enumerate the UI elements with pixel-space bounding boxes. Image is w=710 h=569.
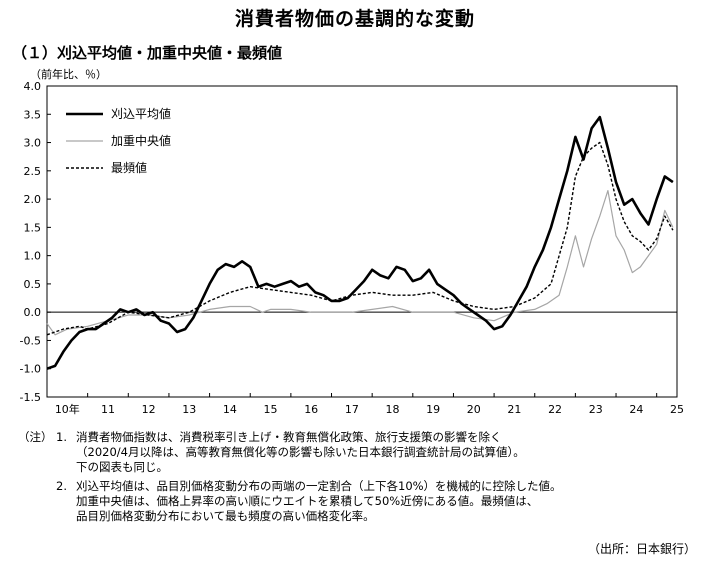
x-tick-label: 18 bbox=[385, 403, 399, 416]
y-tick-label: 0.5 bbox=[24, 278, 42, 291]
y-tick-label: 2.0 bbox=[24, 193, 42, 206]
x-tick-label: 23 bbox=[589, 403, 603, 416]
x-tick-label: 24 bbox=[629, 403, 643, 416]
x-tick-label: 11 bbox=[101, 403, 115, 416]
x-tick-label: 17 bbox=[345, 403, 359, 416]
x-tick-label: 25 bbox=[670, 403, 684, 416]
series-line bbox=[46, 115, 674, 370]
x-tick-label: 14 bbox=[223, 403, 237, 416]
source-note: （出所：日本銀行） bbox=[587, 542, 696, 556]
y-tick-label: 0.0 bbox=[24, 306, 42, 319]
x-tick-label: 12 bbox=[142, 403, 156, 416]
note-text: 加重中央値は、価格上昇率の高い順にウエイトを累積して50%近傍にある値。最頻値は… bbox=[76, 494, 539, 508]
notes: （注） 1. 消費者物価指数は、消費税率引き上げ・教育無償化政策、旅行支援策の影… bbox=[18, 430, 562, 524]
legend-label: 最頻値 bbox=[111, 160, 147, 175]
plot-frame bbox=[46, 85, 678, 398]
note-text: 下の図表も同じ。 bbox=[76, 460, 168, 474]
x-tick-label: 20 bbox=[467, 403, 481, 416]
x-tick-label: 19 bbox=[426, 403, 440, 416]
legend-label: 加重中央値 bbox=[111, 133, 171, 148]
note-number: 2. bbox=[56, 479, 67, 493]
x-tick-label: 22 bbox=[548, 403, 562, 416]
note-number: 1. bbox=[56, 430, 67, 444]
notes-label: （注） bbox=[18, 430, 53, 444]
legend-label: 刈込平均値 bbox=[111, 106, 171, 121]
note-text: （2020/4月以降は、高等教育無償化等の影響も除いた日本銀行調査統計局の試算値… bbox=[76, 445, 525, 459]
chart-title: 消費者物価の基調的な変動 bbox=[234, 8, 475, 30]
line-chart: 4.0 3.5 3.0 2.5 2.0 1.5 1.0 0.5 0.0 -0.5 -1.0 -1.5 1… bbox=[20, 80, 684, 416]
note-2: 2. 刈込平均値は、品目別価格変動分布の両端の一定割合（上下各10%）を機械的に… bbox=[18, 479, 562, 494]
y-tick-label: 3.0 bbox=[24, 137, 42, 150]
y-tick-label: -1.5 bbox=[20, 391, 41, 404]
x-tick-label: 13 bbox=[182, 403, 196, 416]
x-tick-label: 16 bbox=[304, 403, 318, 416]
y-tick-label: 1.0 bbox=[24, 250, 42, 263]
y-tick-label: 3.5 bbox=[24, 108, 42, 121]
chart-subtitle: （１）刈込平均値・加重中央値・最頻値 bbox=[12, 44, 283, 62]
y-tick-label: 4.0 bbox=[24, 80, 42, 93]
note-text: 消費者物価指数は、消費税率引き上げ・教育無償化政策、旅行支援策の影響を除く bbox=[76, 430, 502, 444]
series-line bbox=[46, 141, 674, 336]
y-tick-label: 2.5 bbox=[24, 165, 42, 178]
y-tick-label: 1.5 bbox=[24, 221, 42, 234]
x-tick-label: 21 bbox=[507, 403, 521, 416]
note-text: 刈込平均値は、品目別価格変動分布の両端の一定割合（上下各10%）を機械的に控除し… bbox=[76, 479, 562, 493]
note-1: （注） 1. 消費者物価指数は、消費税率引き上げ・教育無償化政策、旅行支援策の影… bbox=[18, 430, 562, 445]
x-tick-label: 10年 bbox=[55, 402, 80, 416]
note-text: 品目別価格変動分布において最も頻度の高い価格変化率。 bbox=[76, 509, 375, 523]
unit-label: （前年比、％） bbox=[30, 68, 107, 81]
x-tick-label: 15 bbox=[264, 403, 278, 416]
y-tick-label: -0.5 bbox=[20, 334, 41, 347]
y-tick-label: -1.0 bbox=[20, 363, 41, 376]
